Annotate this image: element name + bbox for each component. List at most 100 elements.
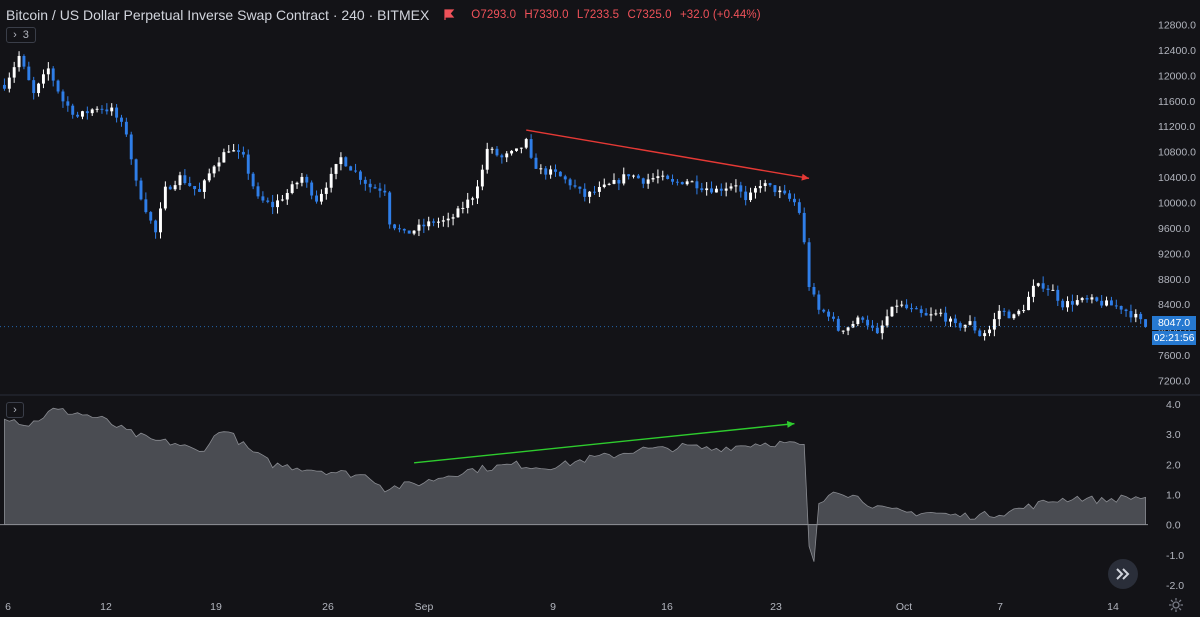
candle [344, 156, 348, 167]
candle-body [1085, 298, 1089, 300]
candle [505, 151, 509, 163]
candle [178, 171, 182, 190]
candle-body [188, 183, 192, 186]
candle [1066, 296, 1069, 312]
candle-body [705, 188, 709, 191]
candle [485, 142, 489, 174]
candle [324, 182, 328, 200]
candle [266, 197, 270, 204]
candle-body [1061, 300, 1065, 308]
candle-body [51, 68, 55, 81]
candle-body [593, 191, 596, 193]
ohlc-readout: O7293.0 H7330.0 L7233.5 C7325.0 +32.0 (+… [471, 9, 765, 21]
candle [295, 181, 299, 189]
candle [81, 110, 84, 120]
candle [705, 182, 709, 196]
candle-body [344, 157, 348, 167]
candle-body [778, 190, 782, 193]
price-axis-tick: 12400.0 [1158, 45, 1196, 57]
candle [41, 69, 45, 89]
candle-body [471, 198, 475, 200]
candle-body [1056, 289, 1060, 301]
candle-body [476, 186, 479, 199]
candle [680, 181, 684, 185]
candle [949, 316, 952, 327]
candle [436, 217, 440, 228]
candle [817, 290, 821, 315]
candle-body [237, 150, 240, 152]
candle-body [280, 199, 284, 201]
candle-body [485, 148, 489, 170]
candle-body [554, 169, 557, 172]
last-price-label: 8047.0 [1152, 316, 1196, 330]
gear-icon[interactable] [1168, 597, 1184, 613]
time-axis-tick: Oct [896, 601, 912, 613]
candle [788, 190, 792, 202]
candle [124, 117, 128, 137]
candle-body [544, 168, 548, 175]
candle [934, 309, 938, 316]
candle [217, 157, 221, 172]
candle-body [1095, 297, 1099, 301]
candle [71, 103, 75, 119]
price-axis-tick: 9600.0 [1158, 223, 1190, 235]
candle [427, 216, 431, 231]
candle [1002, 308, 1006, 316]
price-axis-tick: 7200.0 [1158, 375, 1190, 387]
candle-body [1144, 319, 1148, 327]
candle-body [690, 181, 694, 183]
flag-icon[interactable] [443, 9, 455, 21]
candle [724, 182, 728, 197]
candle-body [105, 109, 109, 112]
candle-body [1105, 300, 1109, 306]
candle [607, 182, 611, 186]
symbol-title[interactable]: Bitcoin / US Dollar Perpetual Inverse Sw… [6, 7, 430, 23]
candle [749, 187, 753, 203]
candle-body [17, 55, 21, 68]
candle-body [632, 175, 635, 177]
price-pane-collapse-button[interactable]: › 3 [6, 27, 36, 43]
candle [1105, 296, 1109, 307]
replay-fast-forward-icon[interactable] [1108, 559, 1138, 589]
candle-body [666, 175, 670, 180]
time-axis-tick: 23 [770, 601, 782, 613]
candle [451, 213, 455, 226]
indicator-pane-collapse-button[interactable]: › [6, 402, 24, 418]
candle [895, 299, 899, 314]
candle [319, 189, 323, 205]
candle [339, 152, 343, 171]
candle-body [802, 212, 806, 243]
candle-body [363, 179, 367, 184]
candle [534, 153, 538, 169]
candle-body [134, 159, 138, 181]
candle [471, 196, 475, 206]
candle-body [329, 173, 333, 188]
candle-body [266, 200, 270, 202]
candle-body [256, 186, 260, 197]
candle [734, 179, 738, 193]
candle-body [305, 176, 309, 183]
candle [1114, 299, 1118, 310]
candle [510, 150, 514, 156]
candle [144, 192, 148, 214]
candle-body [988, 329, 991, 334]
candle [978, 328, 982, 337]
candle-body [41, 74, 45, 84]
candle [783, 184, 787, 195]
symbol-header: Bitcoin / US Dollar Perpetual Inverse Sw… [6, 5, 766, 25]
candle [807, 237, 811, 291]
candle [207, 168, 211, 183]
candle-body [500, 155, 504, 158]
candle-body [22, 55, 26, 67]
bullish-trendline-arrow [414, 420, 795, 464]
candle-body [563, 176, 567, 180]
candle [651, 173, 655, 183]
price-axis-tick: 7600.0 [1158, 350, 1190, 362]
candle-body [490, 148, 494, 150]
chevron-right-icon: › [13, 29, 17, 41]
candle [446, 212, 450, 228]
candle [358, 170, 362, 185]
candle-body [661, 175, 665, 177]
bar-countdown-label: 02:21:56 [1152, 331, 1196, 345]
